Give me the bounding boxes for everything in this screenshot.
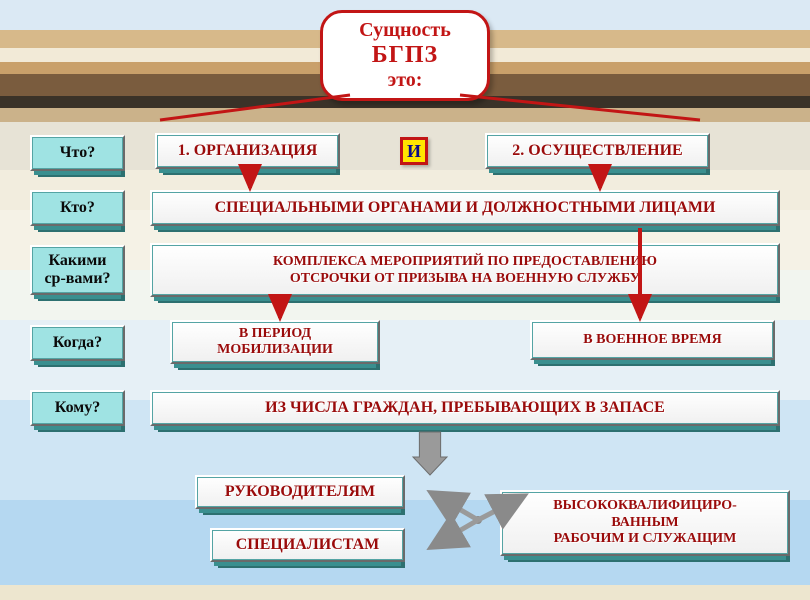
and-icon-label: И xyxy=(407,141,421,162)
q-whom: Кому? xyxy=(30,390,125,426)
q-what: Что? xyxy=(30,135,125,171)
panel-mobilization: В ПЕРИОД МОБИЛИЗАЦИИ xyxy=(170,320,380,364)
panel-workers-b: ВАННЫМ xyxy=(611,515,678,532)
q-who-label: Кто? xyxy=(60,199,95,217)
panel-leaders: РУКОВОДИТЕЛЯМ xyxy=(195,475,405,509)
q-means-b: ср-вами? xyxy=(44,270,110,288)
q-when-label: Когда? xyxy=(53,334,102,352)
panel-complex: КОМПЛЕКСА МЕРОПРИЯТИЙ ПО ПРЕДОСТАВЛЕНИЮ … xyxy=(150,243,780,297)
title-bubble: Сущность БГПЗ это: xyxy=(320,10,490,101)
and-icon: И xyxy=(400,137,428,165)
panel-specorgans-label: СПЕЦИАЛЬНЫМИ ОРГАНАМИ И ДОЛЖНОСТНЫМИ ЛИЦ… xyxy=(215,199,716,217)
title-line3: это: xyxy=(341,69,469,92)
panel-implementation-label: 2. ОСУЩЕСТВЛЕНИЕ xyxy=(512,142,682,160)
panel-specialists: СПЕЦИАЛИСТАМ xyxy=(210,528,405,562)
panel-leaders-label: РУКОВОДИТЕЛЯМ xyxy=(225,483,375,501)
panel-complex-a: КОМПЛЕКСА МЕРОПРИЯТИЙ ПО ПРЕДОСТАВЛЕНИЮ xyxy=(273,253,657,271)
panel-mob-b: МОБИЛИЗАЦИИ xyxy=(217,342,333,358)
q-whom-label: Кому? xyxy=(55,399,100,417)
panel-workers-a: ВЫСОКОКВАЛИФИЦИРО- xyxy=(553,498,737,515)
q-means-a: Какими xyxy=(49,252,107,270)
title-line1: Сущность xyxy=(341,19,469,42)
panel-wartime-label: В ВОЕННОЕ ВРЕМЯ xyxy=(583,332,721,348)
panel-specialists-label: СПЕЦИАЛИСТАМ xyxy=(236,536,380,554)
q-means: Какими ср-вами? xyxy=(30,245,125,295)
panel-workers-c: РАБОЧИМ И СЛУЖАЩИМ xyxy=(554,531,737,548)
panel-citizens: ИЗ ЧИСЛА ГРАЖДАН, ПРЕБЫВАЮЩИХ В ЗАПАСЕ xyxy=(150,390,780,426)
diagram-root: Сущность БГПЗ это: Что? Кто? Какими ср-в… xyxy=(0,0,810,600)
panel-complex-b: ОТСРОЧКИ ОТ ПРИЗЫВА НА ВОЕННУЮ СЛУЖБУ xyxy=(290,270,640,288)
title-line2: БГПЗ xyxy=(341,42,469,69)
panel-mob-a: В ПЕРИОД xyxy=(239,326,311,342)
q-what-label: Что? xyxy=(60,144,95,162)
panel-workers: ВЫСОКОКВАЛИФИЦИРО- ВАННЫМ РАБОЧИМ И СЛУЖ… xyxy=(500,490,790,556)
panel-specorgans: СПЕЦИАЛЬНЫМИ ОРГАНАМИ И ДОЛЖНОСТНЫМИ ЛИЦ… xyxy=(150,190,780,226)
panel-wartime: В ВОЕННОЕ ВРЕМЯ xyxy=(530,320,775,360)
panel-organization: 1. ОРГАНИЗАЦИЯ xyxy=(155,133,340,169)
panel-implementation: 2. ОСУЩЕСТВЛЕНИЕ xyxy=(485,133,710,169)
panel-citizens-label: ИЗ ЧИСЛА ГРАЖДАН, ПРЕБЫВАЮЩИХ В ЗАПАСЕ xyxy=(265,399,665,417)
q-who: Кто? xyxy=(30,190,125,226)
q-when: Когда? xyxy=(30,325,125,361)
panel-organization-label: 1. ОРГАНИЗАЦИЯ xyxy=(178,142,318,160)
